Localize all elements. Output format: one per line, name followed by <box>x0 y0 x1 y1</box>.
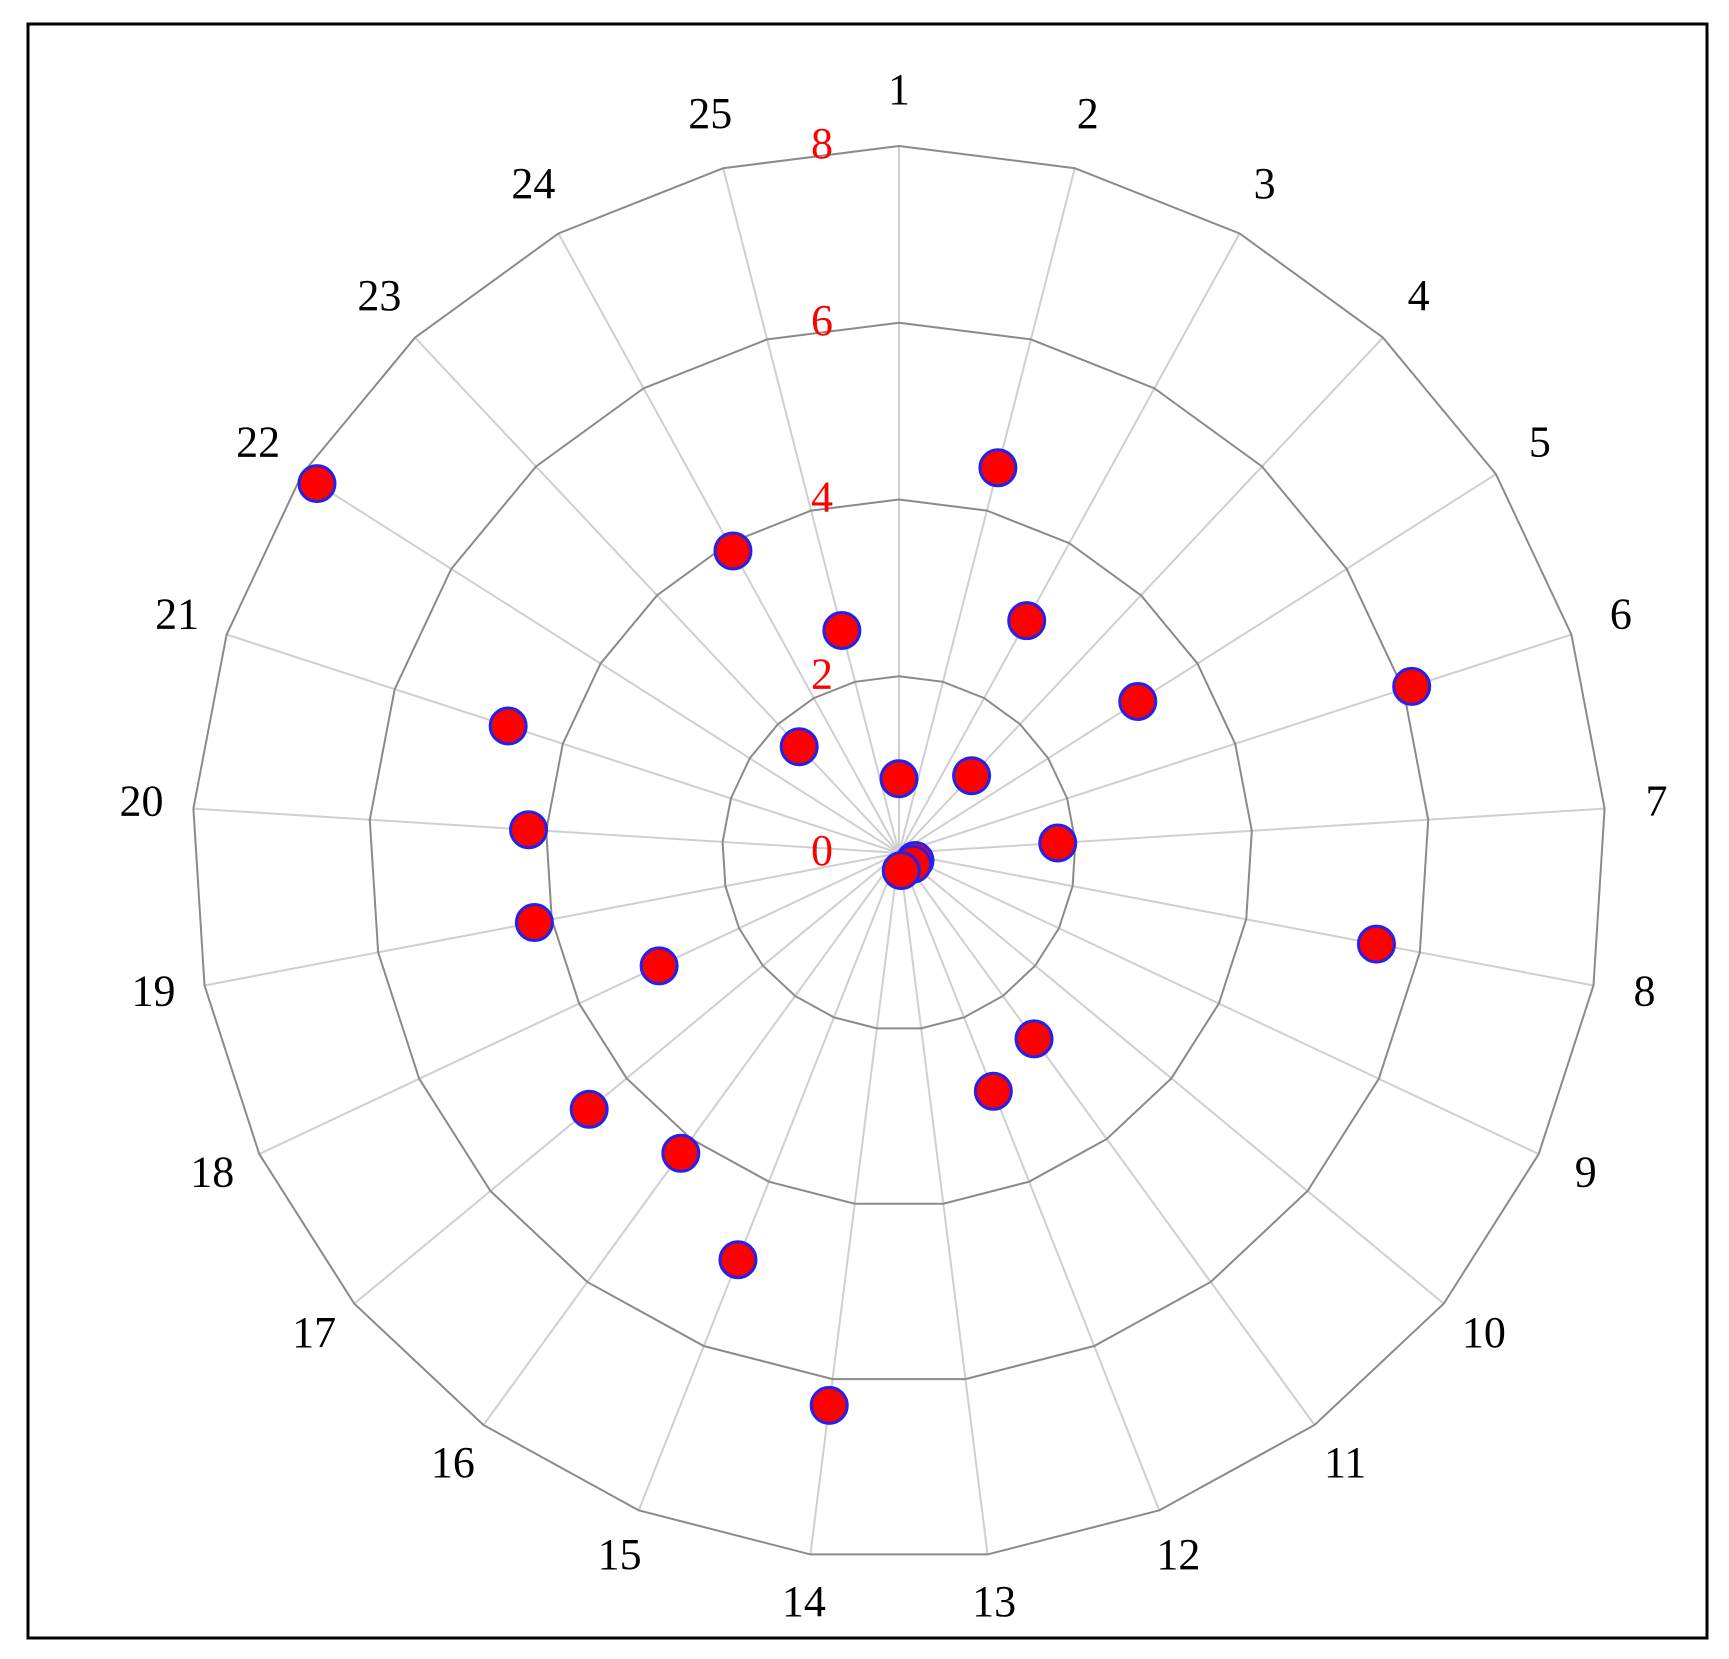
point <box>297 464 337 504</box>
category-label: 19 <box>131 966 175 1015</box>
category-label: 22 <box>236 417 280 466</box>
category-label: 15 <box>598 1530 642 1579</box>
ring <box>545 498 1253 1205</box>
category-label: 9 <box>1575 1147 1597 1196</box>
point <box>488 706 528 746</box>
point <box>1038 823 1078 863</box>
category-label: 11 <box>1324 1438 1366 1487</box>
category-label: 1 <box>888 65 910 114</box>
point <box>822 610 862 650</box>
category-label: 4 <box>1408 271 1430 320</box>
r-tick-label: 6 <box>811 296 833 345</box>
point <box>1007 601 1047 641</box>
category-label: 5 <box>1529 417 1551 466</box>
category-label: 20 <box>119 776 163 825</box>
point <box>1356 924 1396 964</box>
point <box>1392 666 1432 706</box>
ring <box>721 675 1077 1030</box>
point <box>809 1385 849 1425</box>
category-label: 12 <box>1156 1530 1200 1579</box>
point <box>718 1240 758 1280</box>
point <box>661 1133 701 1173</box>
point <box>1118 681 1158 721</box>
category-label: 21 <box>155 590 199 639</box>
category-label: 17 <box>292 1308 336 1357</box>
point <box>978 448 1018 488</box>
r-tick-label: 8 <box>811 119 833 168</box>
point <box>879 759 919 799</box>
category-label: 7 <box>1646 776 1668 825</box>
point <box>713 531 753 571</box>
point <box>779 727 819 767</box>
category-label: 10 <box>1462 1308 1506 1357</box>
category-label: 2 <box>1077 89 1099 138</box>
ring <box>192 144 1606 1556</box>
r-tick-label: 2 <box>811 649 833 698</box>
category-label: 3 <box>1254 159 1276 208</box>
category-label: 16 <box>431 1438 475 1487</box>
point <box>973 1071 1013 1111</box>
point <box>569 1089 609 1129</box>
point <box>514 903 554 943</box>
category-label: 8 <box>1634 966 1656 1015</box>
ring <box>368 321 1430 1381</box>
point <box>881 851 921 891</box>
frame <box>26 22 1709 1640</box>
category-label: 18 <box>190 1147 234 1196</box>
category-label: 14 <box>782 1577 826 1626</box>
category-label: 25 <box>688 89 732 138</box>
point <box>509 810 549 850</box>
category-label: 13 <box>972 1577 1016 1626</box>
category-label: 6 <box>1610 590 1632 639</box>
r-tick-label: 0 <box>811 826 833 875</box>
r-tick-label: 4 <box>811 473 833 522</box>
point <box>1014 1019 1054 1059</box>
point <box>952 756 992 796</box>
point <box>639 946 679 986</box>
category-label: 23 <box>357 271 401 320</box>
category-label: 24 <box>511 159 555 208</box>
